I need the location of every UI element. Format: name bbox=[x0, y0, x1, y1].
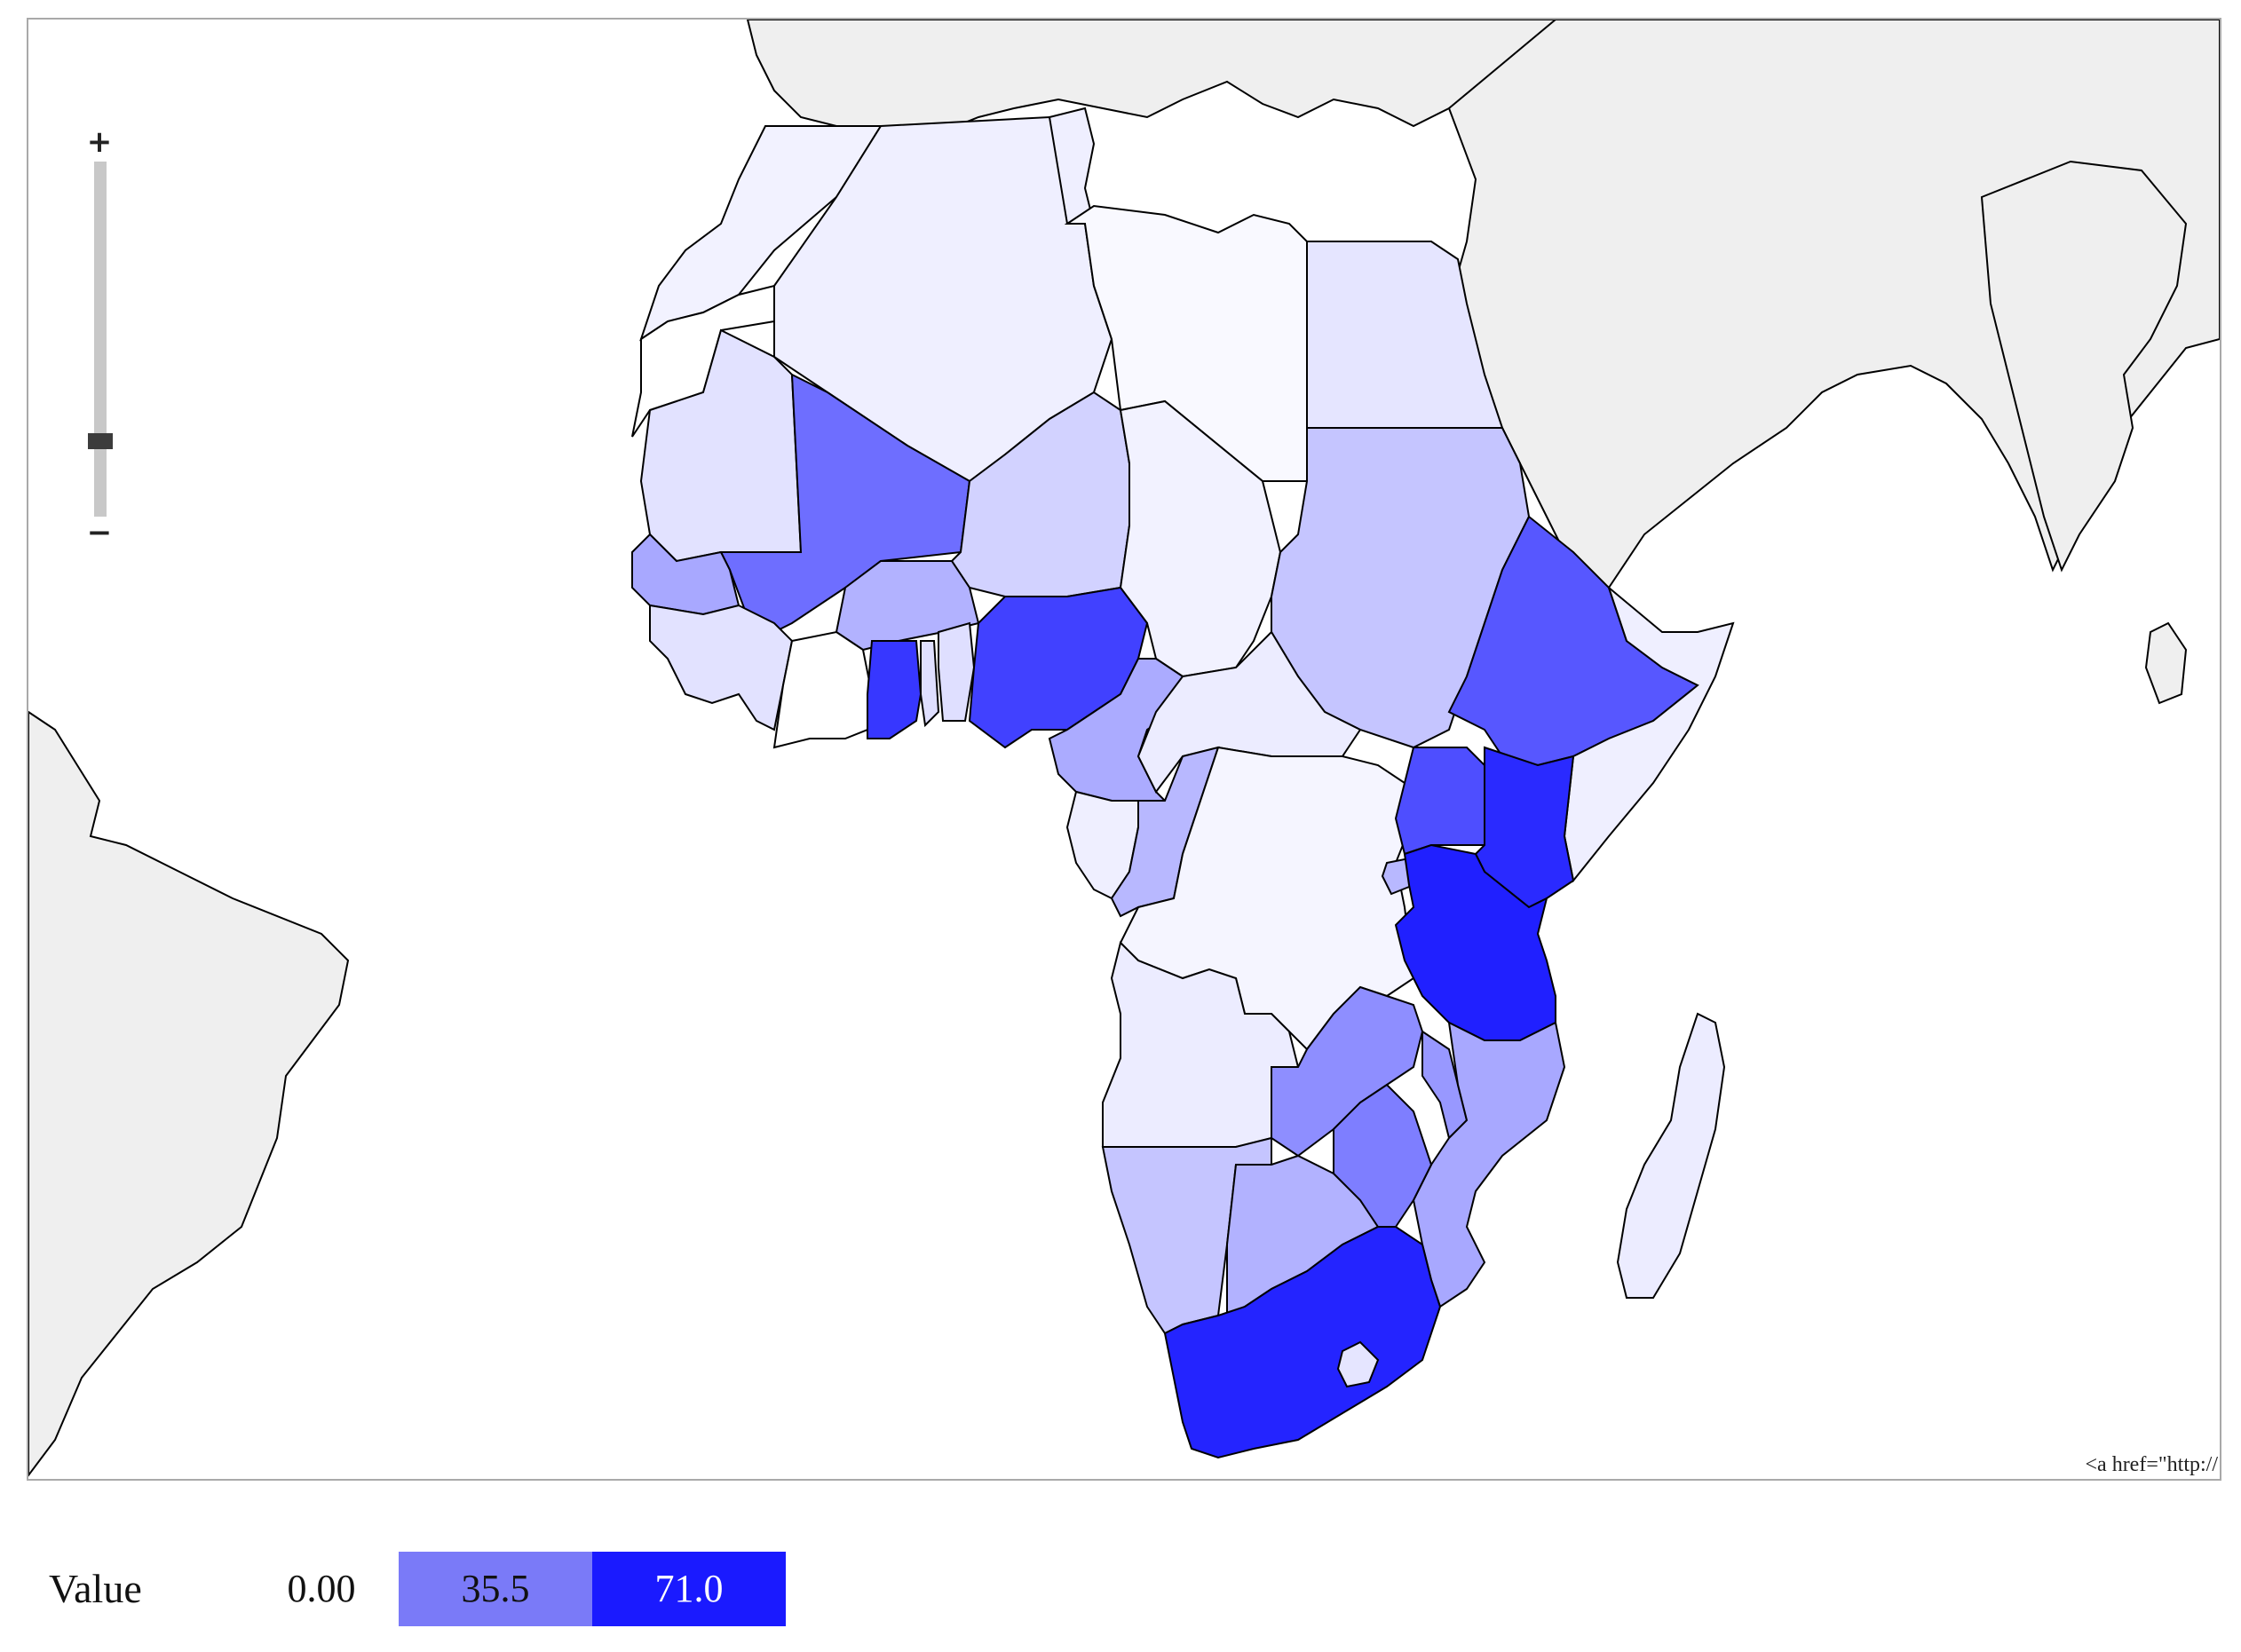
zoom-slider-handle[interactable] bbox=[88, 432, 113, 449]
country-zimbabwe[interactable] bbox=[1333, 1083, 1433, 1228]
legend-item-min: 0.00 bbox=[225, 1552, 418, 1626]
country-ivory-coast[interactable] bbox=[772, 630, 874, 749]
choropleth-map[interactable] bbox=[28, 20, 2220, 1479]
country-sudan[interactable] bbox=[1271, 427, 1531, 749]
country-south-africa[interactable] bbox=[1163, 1226, 1442, 1459]
zoom-out-button[interactable]: − bbox=[86, 515, 113, 550]
legend-item-mid: 35.5 bbox=[399, 1552, 592, 1626]
europe-land bbox=[746, 20, 1557, 137]
country-senegal[interactable] bbox=[631, 533, 740, 616]
country-togo[interactable] bbox=[920, 640, 940, 728]
legend-item-max: 71.0 bbox=[592, 1552, 786, 1626]
country-central-african-republic[interactable] bbox=[1136, 630, 1362, 794]
country-tunisia[interactable] bbox=[1048, 107, 1096, 225]
legend-title: Value bbox=[49, 1566, 142, 1611]
country-lesotho[interactable] bbox=[1336, 1340, 1380, 1388]
country-ghana[interactable] bbox=[867, 640, 923, 739]
zoom-slider-track[interactable] bbox=[94, 162, 107, 517]
zoom-in-button[interactable]: + bbox=[86, 124, 113, 160]
country-guinea[interactable] bbox=[649, 604, 794, 731]
map-viewport[interactable]: + − <a href="http:// bbox=[27, 18, 2221, 1481]
country-madagascar[interactable] bbox=[1616, 1012, 1726, 1299]
country-western-sahara[interactable] bbox=[631, 284, 775, 438]
sri-lanka-land bbox=[2144, 621, 2188, 705]
country-mozambique[interactable] bbox=[1412, 1021, 1566, 1308]
map-attribution: <a href="http:// bbox=[2085, 1453, 2218, 1477]
india-land bbox=[1980, 160, 2188, 573]
country-benin[interactable] bbox=[938, 621, 976, 722]
country-cameroon[interactable] bbox=[1048, 658, 1184, 802]
zoom-control[interactable]: + − bbox=[77, 126, 122, 552]
country-uganda[interactable] bbox=[1394, 747, 1485, 856]
south-america-land bbox=[28, 710, 350, 1477]
